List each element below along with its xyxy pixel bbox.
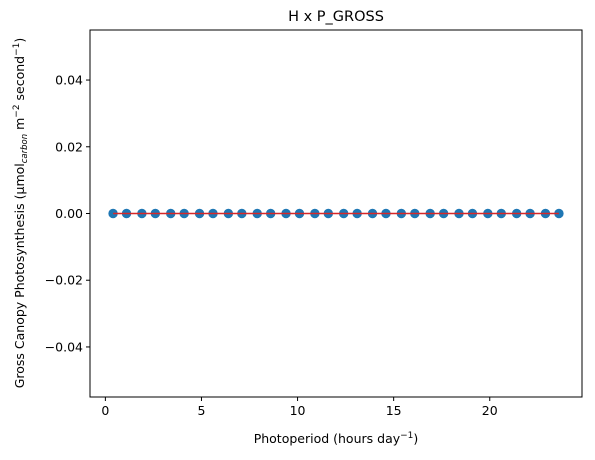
x-tick-label: 20 (482, 403, 498, 418)
y-tick-label: −0.02 (45, 273, 83, 288)
y-axis-label-sup2: −1 (12, 43, 22, 56)
y-axis-label-tail: ) (12, 38, 27, 43)
chart-title: H x P_GROSS (288, 9, 384, 25)
y-axis-label-mid1: m (12, 118, 27, 134)
y-axis-label-sup1: −2 (12, 104, 22, 117)
y-tick-label: −0.04 (45, 339, 83, 354)
y-axis-label-mid2: second (12, 56, 27, 105)
y-axis: 0.04 0.02 0.00 −0.02 −0.04 (45, 73, 90, 354)
y-axis-label-main: Gross Canopy Photosynthesis (µmol (12, 163, 27, 388)
x-tick-label: 0 (101, 403, 109, 418)
y-tick-label: 0.04 (55, 73, 83, 88)
x-axis-label-tail: ) (413, 431, 418, 446)
x-axis: 0 5 10 15 20 (101, 397, 498, 418)
y-tick-label: 0.00 (55, 206, 83, 221)
x-axis-label: Photoperiod (hours day−1) (254, 431, 419, 446)
plot-area (108, 208, 564, 219)
x-axis-label-sup: −1 (400, 431, 413, 441)
y-axis-label-sub: carbon (20, 134, 30, 163)
x-tick-label: 15 (386, 403, 402, 418)
x-tick-label: 5 (197, 403, 205, 418)
x-tick-label: 10 (290, 403, 306, 418)
y-axis-label: Gross Canopy Photosynthesis (µmolcarbon … (12, 38, 30, 389)
x-axis-label-main: Photoperiod (hours day (254, 431, 401, 446)
y-tick-label: 0.02 (55, 139, 83, 154)
